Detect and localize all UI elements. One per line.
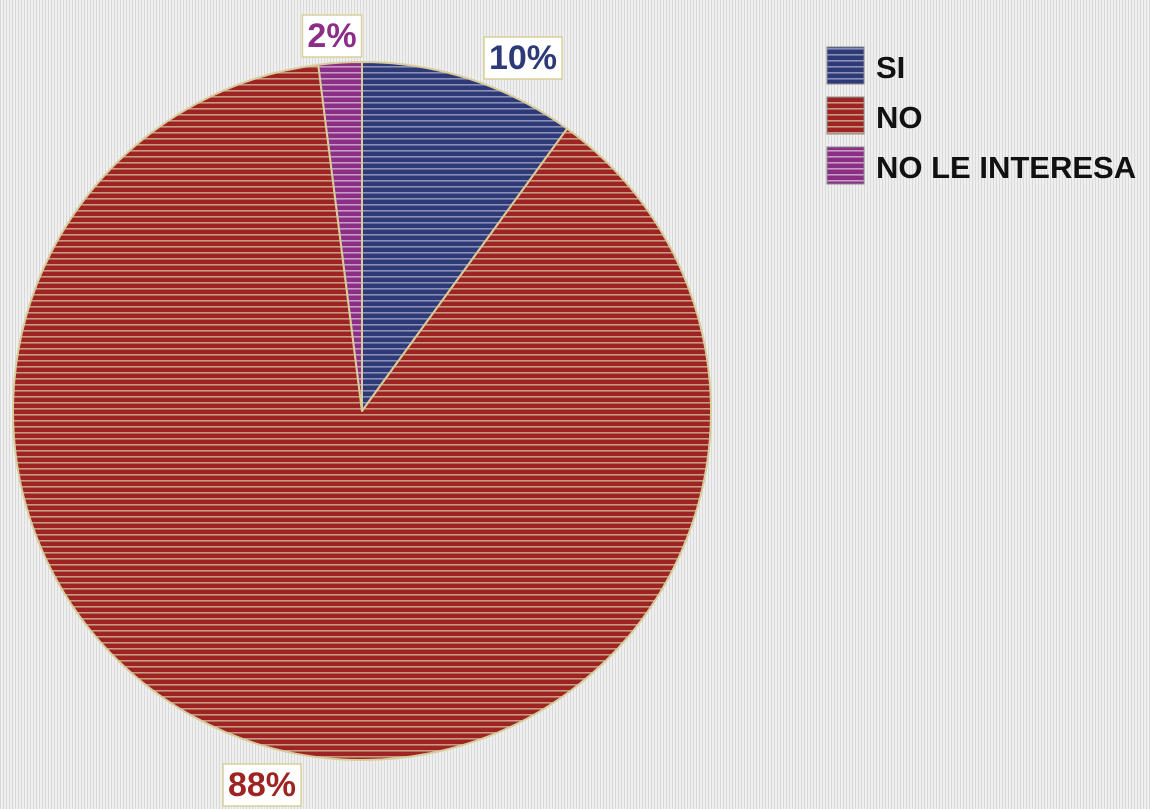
legend: SI NO NO LE INTERESA <box>826 46 1136 185</box>
svg-text:2%: 2% <box>307 17 356 55</box>
legend-label: NO <box>876 100 923 135</box>
data-label-no-le-interesa: 2% <box>301 14 363 58</box>
data-labels: 10% 88% 2% <box>222 14 563 807</box>
pie-slice-no <box>12 63 712 761</box>
legend-swatch <box>826 46 865 85</box>
data-label-no: 88% <box>222 763 302 807</box>
legend-label: SI <box>876 50 905 85</box>
legend-swatch <box>826 96 865 135</box>
pie-slices <box>12 61 712 761</box>
pie-slice-si <box>361 61 569 412</box>
data-label-si: 10% <box>483 36 563 80</box>
legend-label: NO LE INTERESA <box>876 150 1136 185</box>
svg-text:88%: 88% <box>228 766 296 804</box>
svg-text:10%: 10% <box>489 39 557 77</box>
legend-item-no-le-interesa: NO LE INTERESA <box>826 146 1136 185</box>
legend-item-si: SI <box>826 46 905 85</box>
pie-slice-no-le-interesa <box>317 61 363 412</box>
legend-item-no: NO <box>826 96 923 135</box>
legend-swatch <box>826 146 865 185</box>
